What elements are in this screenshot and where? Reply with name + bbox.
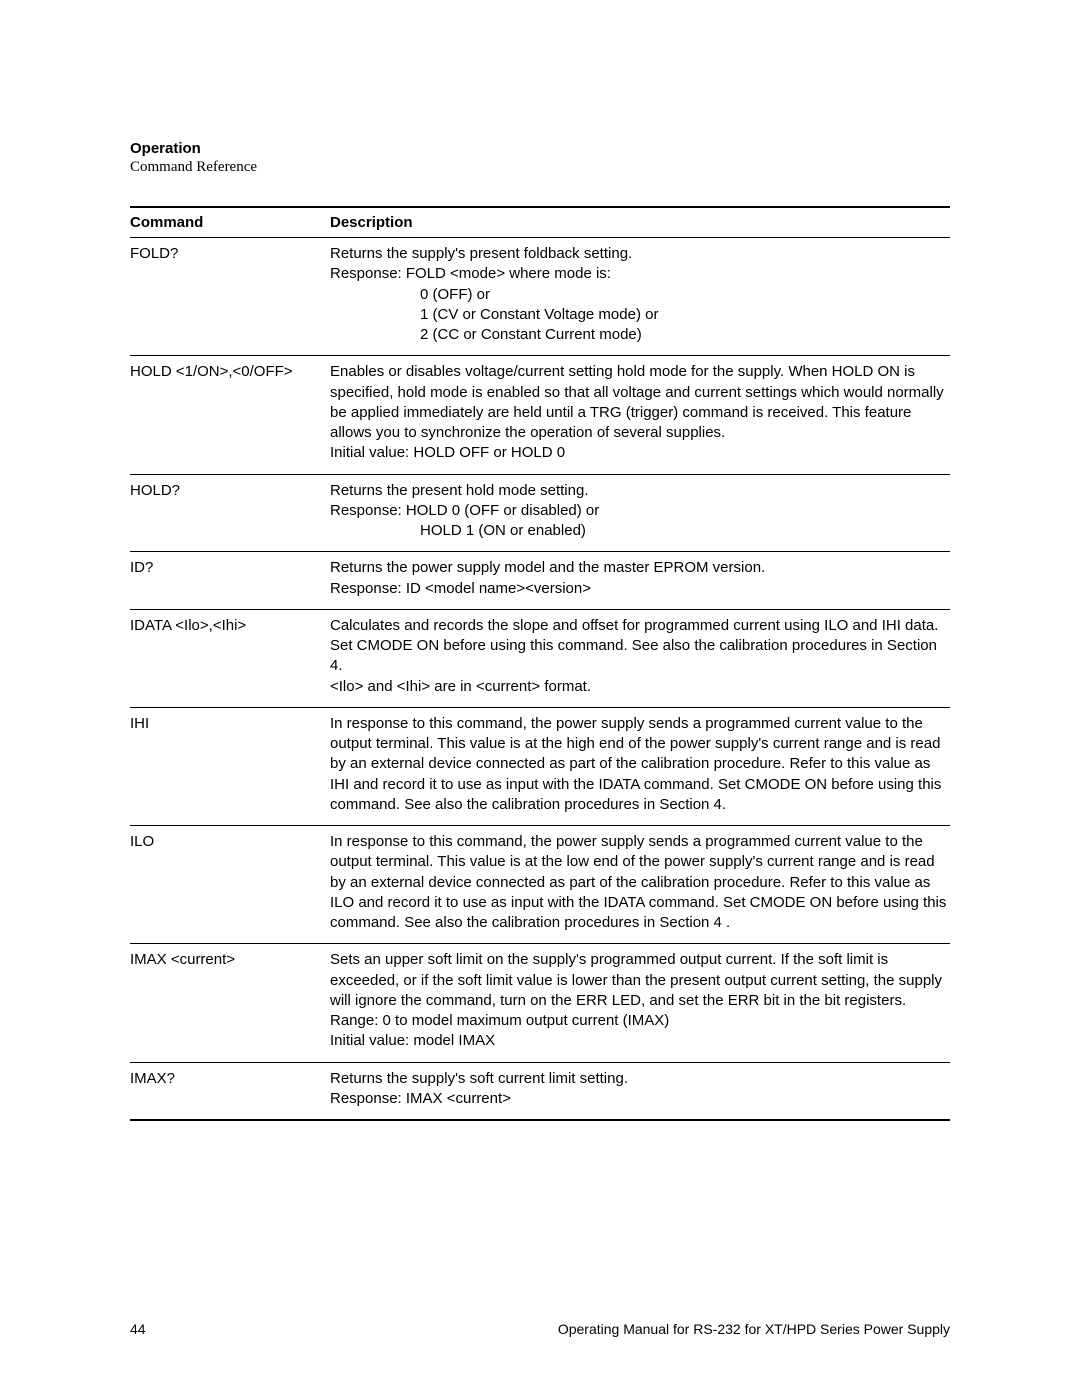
description-line: Calculates and records the slope and off… bbox=[330, 616, 950, 677]
description-line: Range: 0 to model maximum output current… bbox=[330, 1011, 950, 1031]
description-cell: Returns the power supply model and the m… bbox=[330, 552, 950, 610]
description-line: 2 (CC or Constant Current mode) bbox=[330, 325, 950, 345]
description-cell: Enables or disables voltage/current sett… bbox=[330, 356, 950, 474]
description-line: In response to this command, the power s… bbox=[330, 832, 950, 933]
description-line: Returns the present hold mode setting. bbox=[330, 481, 950, 501]
page-number: 44 bbox=[130, 1321, 146, 1337]
description-line: Initial value: model IMAX bbox=[330, 1031, 950, 1051]
command-cell: IHI bbox=[130, 707, 330, 825]
description-line: <Ilo> and <Ihi> are in <current> format. bbox=[330, 677, 950, 697]
table-row: IHIIn response to this command, the powe… bbox=[130, 707, 950, 825]
description-line: Returns the power supply model and the m… bbox=[330, 558, 950, 578]
table-row: IDATA <Ilo>,<Ihi>Calculates and records … bbox=[130, 609, 950, 707]
description-cell: Returns the supply's soft current limit … bbox=[330, 1062, 950, 1120]
description-cell: Sets an upper soft limit on the supply's… bbox=[330, 944, 950, 1062]
table-row: ILOIn response to this command, the powe… bbox=[130, 826, 950, 944]
description-line: Response: FOLD <mode> where mode is: bbox=[330, 264, 950, 284]
description-line: HOLD 1 (ON or enabled) bbox=[330, 521, 950, 541]
table-row: ID?Returns the power supply model and th… bbox=[130, 552, 950, 610]
description-line: Enables or disables voltage/current sett… bbox=[330, 362, 950, 443]
description-cell: In response to this command, the power s… bbox=[330, 826, 950, 944]
command-cell: HOLD? bbox=[130, 474, 330, 552]
description-cell: Returns the present hold mode setting.Re… bbox=[330, 474, 950, 552]
column-header-description: Description bbox=[330, 207, 950, 238]
command-reference-table: Command Description FOLD?Returns the sup… bbox=[130, 206, 950, 1121]
description-cell: In response to this command, the power s… bbox=[330, 707, 950, 825]
table-body: FOLD?Returns the supply's present foldba… bbox=[130, 238, 950, 1121]
description-line: Response: HOLD 0 (OFF or disabled) or bbox=[330, 501, 950, 521]
description-line: Response: ID <model name><version> bbox=[330, 579, 950, 599]
description-cell: Returns the supply's present foldback se… bbox=[330, 238, 950, 356]
section-subtitle: Command Reference bbox=[130, 159, 950, 176]
description-line: Returns the supply's present foldback se… bbox=[330, 244, 950, 264]
command-cell: HOLD <1/ON>,<0/OFF> bbox=[130, 356, 330, 474]
manual-title: Operating Manual for RS-232 for XT/HPD S… bbox=[558, 1321, 950, 1337]
table-row: FOLD?Returns the supply's present foldba… bbox=[130, 238, 950, 356]
description-line: 1 (CV or Constant Voltage mode) or bbox=[330, 305, 950, 325]
description-line: 0 (OFF) or bbox=[330, 285, 950, 305]
command-cell: IMAX <current> bbox=[130, 944, 330, 1062]
page-footer: 44 Operating Manual for RS-232 for XT/HP… bbox=[130, 1321, 950, 1337]
command-cell: ILO bbox=[130, 826, 330, 944]
command-cell: IDATA <Ilo>,<Ihi> bbox=[130, 609, 330, 707]
section-title: Operation bbox=[130, 140, 950, 157]
column-header-command: Command bbox=[130, 207, 330, 238]
description-line: Response: IMAX <current> bbox=[330, 1089, 950, 1109]
command-cell: ID? bbox=[130, 552, 330, 610]
table-header-row: Command Description bbox=[130, 207, 950, 238]
table-row: HOLD <1/ON>,<0/OFF>Enables or disables v… bbox=[130, 356, 950, 474]
description-line: Initial value: HOLD OFF or HOLD 0 bbox=[330, 443, 950, 463]
command-cell: FOLD? bbox=[130, 238, 330, 356]
table-row: IMAX <current>Sets an upper soft limit o… bbox=[130, 944, 950, 1062]
table-row: IMAX?Returns the supply's soft current l… bbox=[130, 1062, 950, 1120]
description-line: Sets an upper soft limit on the supply's… bbox=[330, 950, 950, 1011]
command-cell: IMAX? bbox=[130, 1062, 330, 1120]
description-line: In response to this command, the power s… bbox=[330, 714, 950, 815]
table-row: HOLD?Returns the present hold mode setti… bbox=[130, 474, 950, 552]
description-line: Returns the supply's soft current limit … bbox=[330, 1069, 950, 1089]
page-header: Operation Command Reference bbox=[130, 140, 950, 176]
document-page: Operation Command Reference Command Desc… bbox=[0, 0, 1080, 1397]
description-cell: Calculates and records the slope and off… bbox=[330, 609, 950, 707]
